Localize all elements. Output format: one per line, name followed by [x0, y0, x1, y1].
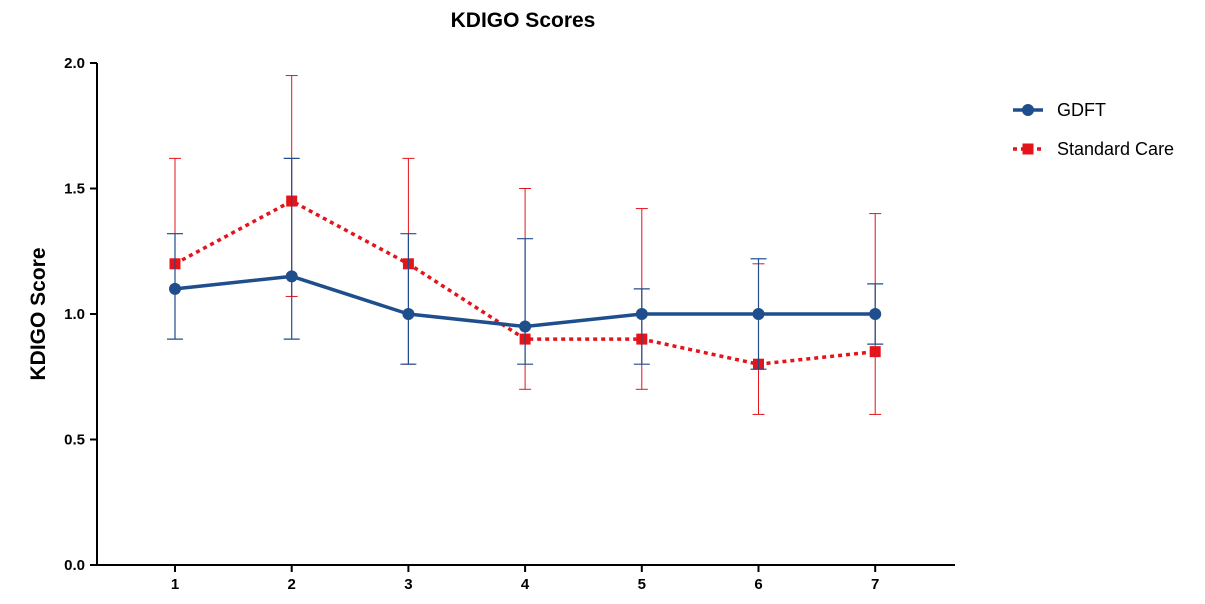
chart-title: KDIGO Scores — [451, 9, 596, 32]
series-layer — [167, 75, 884, 415]
data-point — [169, 282, 181, 295]
data-point — [869, 308, 882, 320]
legend-marker — [1022, 143, 1034, 155]
y-tick-label: 0.0 — [64, 557, 85, 574]
legend-item: Standard Care — [1013, 139, 1174, 159]
legend-label: GDFT — [1057, 100, 1106, 120]
data-point — [519, 320, 532, 333]
data-point — [402, 308, 415, 320]
y-tick-label: 1.0 — [64, 306, 85, 323]
data-point — [635, 308, 648, 320]
x-tick-label: 6 — [754, 576, 762, 593]
data-point — [285, 270, 298, 283]
x-tick-label: 1 — [171, 576, 179, 593]
y-tick-label: 2.0 — [64, 55, 85, 72]
legend: GDFT Standard Care — [1013, 100, 1174, 159]
x-tick-label: 5 — [638, 576, 646, 593]
legend-marker — [1022, 104, 1034, 116]
y-axis-label: KDIGO Score — [27, 247, 50, 380]
legend-item: GDFT — [1013, 100, 1106, 120]
y-tick-label: 0.5 — [64, 432, 85, 449]
data-point — [752, 308, 765, 320]
x-tick-label: 3 — [404, 576, 412, 593]
x-tick-label: 4 — [521, 576, 530, 593]
series-gdft — [167, 157, 884, 370]
data-point — [869, 346, 881, 358]
y-tick-label: 1.5 — [64, 181, 85, 198]
x-tick-label: 2 — [288, 576, 296, 593]
legend-label: Standard Care — [1057, 139, 1174, 159]
ticks: 0.0 0.5 1.0 1.5 2.0 1 2 3 4 5 6 7 — [64, 55, 879, 593]
x-tick-label: 7 — [871, 576, 879, 593]
